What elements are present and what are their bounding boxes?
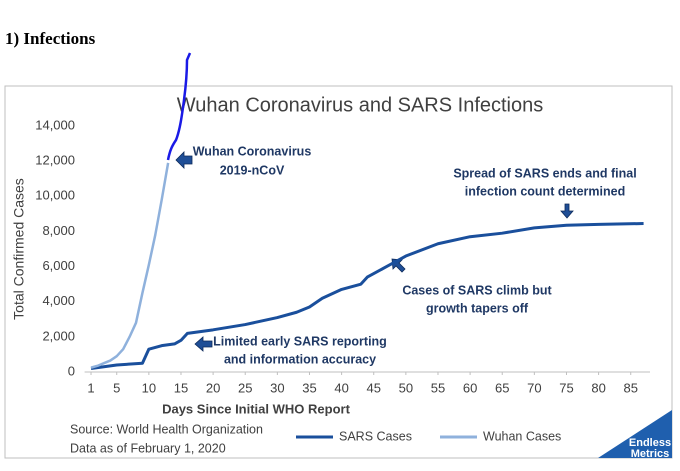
y-axis-label: Total Confirmed Cases (11, 178, 27, 320)
x-tick-label: 45 (366, 380, 380, 395)
annotation: Limited early SARS reporting (213, 334, 387, 348)
section-header: 1) Infections (5, 29, 96, 48)
x-tick-label: 50 (399, 380, 413, 395)
x-tick-label: 10 (142, 380, 156, 395)
annotation: growth tapers off (426, 301, 529, 315)
logo-text: Metrics (631, 448, 670, 460)
arrow (560, 203, 574, 219)
x-tick-label: 5 (113, 380, 120, 395)
source: Data as of February 1, 2020 (70, 441, 226, 455)
logo-shape (598, 410, 672, 458)
legend-label: Wuhan Cases (483, 429, 561, 443)
logo-text: Endless (629, 437, 671, 449)
x-tick-label: 15 (174, 380, 188, 395)
x-tick-label: 60 (463, 380, 477, 395)
x-tick-label: 40 (334, 380, 348, 395)
x-tick-label: 80 (591, 380, 605, 395)
x-tick-label: 65 (495, 380, 509, 395)
annotation: Cases of SARS climb but (402, 283, 552, 297)
source: Source: World Health Organization (70, 422, 263, 436)
annotation: and information accuracy (224, 352, 376, 366)
series-line (90, 222, 644, 370)
x-tick-label: 30 (270, 380, 284, 395)
arrow (175, 151, 193, 169)
series-line (90, 162, 170, 369)
hand-drawn-line (166, 52, 192, 161)
x-tick-label: 25 (238, 380, 252, 395)
legend-label: SARS Cases (339, 429, 412, 443)
arrow (194, 336, 213, 352)
y-tick-label: 4,000 (42, 293, 75, 308)
y-tick-label: 2,000 (42, 328, 75, 343)
annotation: 2019-nCoV (220, 163, 285, 177)
x-tick-label: 35 (302, 380, 316, 395)
x-tick-label: 1 (87, 380, 94, 395)
annotation: infection count determined (465, 184, 625, 198)
x-tick-label: 75 (559, 380, 573, 395)
y-tick-label: 12,000 (35, 153, 75, 168)
y-tick-label: 0 (68, 363, 75, 378)
chart-title: Wuhan Coronavirus and SARS Infections (177, 94, 544, 116)
x-tick-label: 20 (206, 380, 220, 395)
annotation: Spread of SARS ends and final (453, 166, 636, 180)
x-axis-label: Days Since Initial WHO Report (162, 401, 350, 416)
x-tick-label: 85 (623, 380, 637, 395)
arrows (175, 151, 574, 352)
y-tick-label: 6,000 (42, 258, 75, 273)
chart-frame (4, 85, 673, 459)
x-tick-label: 55 (431, 380, 445, 395)
y-tick-label: 10,000 (35, 188, 75, 203)
annotation: Wuhan Coronavirus (193, 144, 312, 158)
y-tick-label: 8,000 (42, 223, 75, 238)
y-tick-label: 14,000 (35, 117, 75, 132)
x-tick-label: 70 (527, 380, 541, 395)
